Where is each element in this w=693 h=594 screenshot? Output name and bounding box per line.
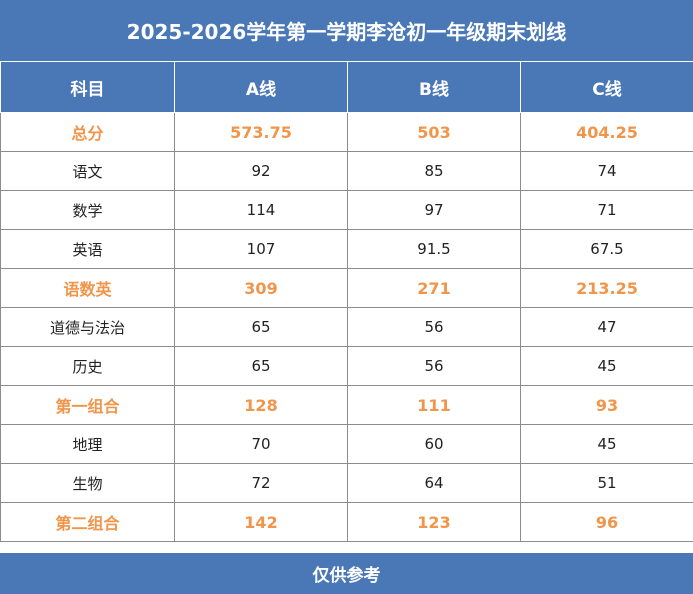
table-row: 第二组合 142 123 96 (0, 502, 693, 542)
cell-a-line: 309 (174, 268, 348, 308)
cell-subject: 语数英 (0, 268, 175, 308)
cell-b-line: 56 (347, 307, 521, 347)
cell-a-line: 72 (174, 463, 348, 503)
cell-a-line: 107 (174, 229, 348, 269)
cell-subject: 总分 (0, 112, 175, 152)
cell-c-line: 93 (520, 385, 693, 425)
table-row: 生物 72 64 51 (0, 463, 693, 503)
table-row: 历史 65 56 45 (0, 346, 693, 386)
cell-c-line: 74 (520, 151, 693, 191)
cell-subject: 地理 (0, 424, 175, 464)
cell-c-line: 67.5 (520, 229, 693, 269)
cell-subject: 道德与法治 (0, 307, 175, 347)
cell-subject: 第二组合 (0, 502, 175, 542)
cell-b-line: 60 (347, 424, 521, 464)
cell-c-line: 45 (520, 346, 693, 386)
table-row: 语文 92 85 74 (0, 151, 693, 191)
cell-subject: 生物 (0, 463, 175, 503)
table-row: 英语 107 91.5 67.5 (0, 229, 693, 269)
header-b-line: B线 (347, 62, 521, 113)
sheet-title: 2025-2026学年第一学期李沧初一年级期末划线 (0, 0, 693, 62)
cell-subject: 语文 (0, 151, 175, 191)
table-row: 地理 70 60 45 (0, 424, 693, 464)
cell-subject: 数学 (0, 190, 175, 230)
cell-b-line: 64 (347, 463, 521, 503)
header-c-line: C线 (520, 62, 693, 113)
header-a-line: A线 (174, 62, 348, 113)
cell-b-line: 123 (347, 502, 521, 542)
cell-a-line: 128 (174, 385, 348, 425)
score-lines-table: 科目 A线 B线 C线 总分 573.75 503 404.25 语文 92 8… (0, 62, 693, 542)
cell-a-line: 65 (174, 346, 348, 386)
header-subject: 科目 (0, 62, 175, 113)
cell-a-line: 65 (174, 307, 348, 347)
cell-subject: 第一组合 (0, 385, 175, 425)
table-row: 语数英 309 271 213.25 (0, 268, 693, 308)
cell-b-line: 97 (347, 190, 521, 230)
table-header-row: 科目 A线 B线 C线 (0, 62, 693, 113)
cell-c-line: 213.25 (520, 268, 693, 308)
cell-c-line: 96 (520, 502, 693, 542)
cell-a-line: 142 (174, 502, 348, 542)
cell-b-line: 56 (347, 346, 521, 386)
cell-a-line: 92 (174, 151, 348, 191)
cell-subject: 英语 (0, 229, 175, 269)
table-row: 道德与法治 65 56 47 (0, 307, 693, 347)
cell-b-line: 91.5 (347, 229, 521, 269)
table-row: 第一组合 128 111 93 (0, 385, 693, 425)
table-row: 数学 114 97 71 (0, 190, 693, 230)
disclaimer-footer: 仅供参考 (0, 553, 693, 594)
cell-c-line: 71 (520, 190, 693, 230)
cell-subject: 历史 (0, 346, 175, 386)
cell-b-line: 271 (347, 268, 521, 308)
cell-c-line: 404.25 (520, 112, 693, 152)
cell-b-line: 111 (347, 385, 521, 425)
cell-a-line: 70 (174, 424, 348, 464)
cell-b-line: 85 (347, 151, 521, 191)
cell-c-line: 51 (520, 463, 693, 503)
cell-c-line: 45 (520, 424, 693, 464)
cell-c-line: 47 (520, 307, 693, 347)
table-row: 总分 573.75 503 404.25 (0, 112, 693, 152)
cell-b-line: 503 (347, 112, 521, 152)
cell-a-line: 114 (174, 190, 348, 230)
cell-a-line: 573.75 (174, 112, 348, 152)
